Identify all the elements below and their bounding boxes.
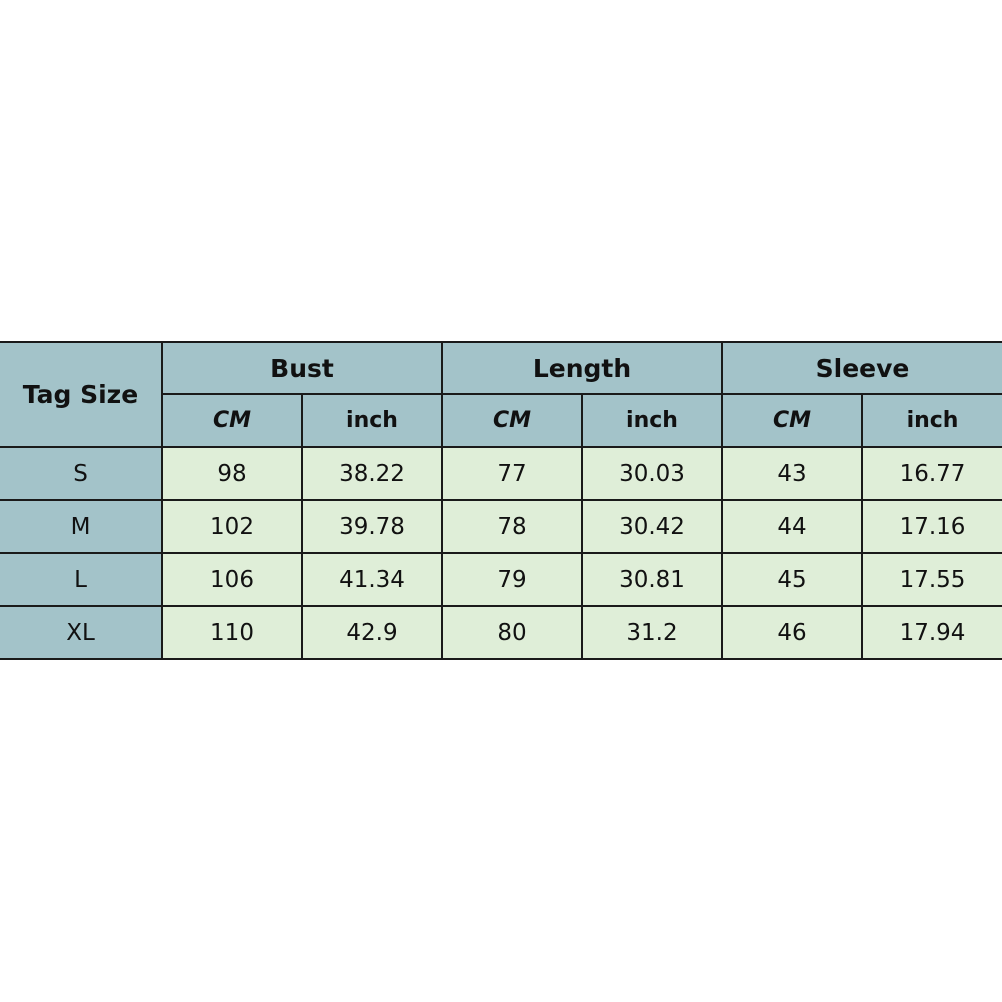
measurement-cell: 80 (441, 605, 583, 660)
unit-inch-header: inch (580, 393, 724, 448)
size-cell: L (0, 552, 163, 607)
measurement-cell: 30.03 (580, 446, 724, 501)
measurement-cell: 17.55 (861, 552, 1002, 607)
measurement-cell: 77 (441, 446, 583, 501)
unit-inch-header: inch (301, 393, 443, 448)
sleeve-header: Sleeve (721, 341, 1002, 395)
size-cell: XL (0, 605, 163, 660)
measurement-cell: 106 (161, 552, 303, 607)
table-row: L 106 41.34 79 30.81 45 17.55 (0, 552, 1002, 607)
unit-cm-header: CM (441, 393, 583, 448)
measurement-cell: 30.42 (580, 499, 724, 554)
length-header: Length (440, 341, 724, 395)
header-row-groups: Tag Size Bust Length Sleeve (0, 341, 1002, 448)
measurement-cell: 30.81 (580, 552, 724, 607)
measurement-cell: 17.16 (861, 499, 1002, 554)
measurement-cell: 46 (721, 605, 864, 660)
measurement-cell: 102 (161, 499, 303, 554)
size-chart-table: Tag Size Bust Length Sleeve CM inch CM i… (0, 341, 1002, 660)
tag-size-header: Tag Size (0, 341, 163, 448)
measurement-cell: 43 (721, 446, 864, 501)
bust-header: Bust (161, 341, 443, 395)
measurement-cell: 38.22 (301, 446, 443, 501)
table-row: S 98 38.22 77 30.03 43 16.77 (0, 446, 1002, 501)
measurement-cell: 17.94 (861, 605, 1002, 660)
unit-inch-header: inch (861, 393, 1002, 448)
unit-cm-header: CM (162, 393, 303, 448)
measurement-cell: 16.77 (861, 446, 1002, 501)
measurement-cell: 31.2 (580, 605, 724, 660)
unit-cm-header: CM (721, 393, 864, 448)
size-cell: M (0, 499, 163, 554)
measurement-cell: 42.9 (301, 605, 443, 660)
measurement-cell: 79 (441, 552, 583, 607)
measurement-cell: 39.78 (301, 499, 443, 554)
measurement-cell: 78 (441, 499, 583, 554)
size-cell: S (0, 446, 163, 501)
measurement-cell: 41.34 (301, 552, 443, 607)
table-row: M 102 39.78 78 30.42 44 17.16 (0, 499, 1002, 554)
measurement-cell: 98 (161, 446, 303, 501)
measurement-cell: 44 (721, 499, 864, 554)
measurement-cell: 110 (161, 605, 303, 660)
measurement-cell: 45 (721, 552, 864, 607)
table-row: XL 110 42.9 80 31.2 46 17.94 (0, 605, 1002, 660)
header-row-units: CM inch CM inch CM inch (0, 393, 1002, 448)
